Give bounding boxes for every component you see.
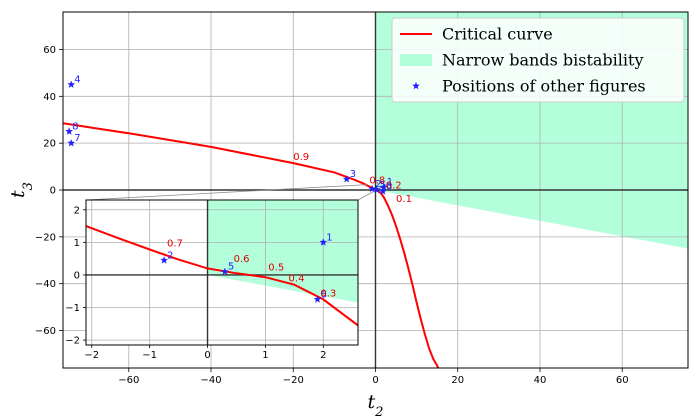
x-tick-label: 0 [372,375,378,386]
inset-x-tick-label: −1 [142,350,157,361]
y-tick-label: −60 [35,326,56,337]
legend-entry-label: Critical curve [442,25,553,44]
inset-point-label: 2 [167,250,173,261]
y-tick-label: 0 [50,186,56,197]
legend-entry-label: Positions of other figures [442,77,646,96]
point-label: 7 [74,133,80,144]
curve-value-label: 0.9 [293,152,309,163]
y-axis-label-subscript: 3 [21,182,36,190]
y-tick-label: 40 [43,92,56,103]
inset-point-label: 1 [326,232,332,243]
point-label: 4 [74,75,80,86]
inset-x-tick-label: 1 [262,350,268,361]
inset-connector [85,184,367,201]
curve-value-label: 0.2 [386,180,402,191]
y-tick-label: 20 [43,139,56,150]
curve-value-label: 0.1 [396,194,412,205]
legend-box [391,17,685,103]
x-axis-label-subscript: 2 [374,405,383,420]
point-marker [65,127,74,135]
legend-patch-swatch [400,54,432,66]
x-tick-label: 60 [616,375,629,386]
inset-x-tick-label: 2 [320,350,326,361]
inset-curve-value-label: 0.5 [268,262,284,273]
inset-y-tick-label: −1 [65,303,80,314]
legend: Critical curve Narrow bands bistability Po… [391,17,685,103]
y-tick-label: −40 [35,279,56,290]
x-tick-label: 40 [534,375,547,386]
y-tick-label: 60 [43,45,56,56]
y-axis-label: t3 [7,182,36,198]
point-marker [160,256,169,264]
inset-curve-value-label: 0.4 [289,274,305,285]
critical-curve [63,122,440,368]
x-tick-label: 20 [451,375,464,386]
curve-value-label: 0.8 [369,175,385,186]
y-tick-label: −20 [35,232,56,243]
point-marker [67,80,76,88]
x-tick-label: −40 [200,375,221,386]
point-label: 8 [72,121,78,132]
inset-frame [85,199,359,346]
point-label: 3 [350,169,356,180]
inset-bistability-region [207,200,358,303]
inset-x-tick-label: −2 [84,350,99,361]
inset-y-tick-label: 2 [74,205,80,216]
inset-y-tick-label: 0 [74,270,80,281]
point-label: 5 [380,180,386,191]
point-marker [220,267,229,276]
inset-curve-value-label: 0.3 [320,288,336,299]
point-label: 6 [386,181,392,192]
x-tick-label: −60 [118,375,139,386]
point-marker [379,183,388,191]
legend-entry-label: Narrow bands bistability [442,51,643,70]
inset-point-label: 6 [320,289,326,300]
inset-y-tick-label: 1 [74,238,80,249]
point-marker [368,184,377,193]
point-label: 1 [387,177,393,188]
point-marker [372,185,381,194]
point-marker [378,187,387,195]
point-label: 2 [375,179,381,190]
x-tick-label: −20 [283,375,304,386]
point-marker [67,139,76,147]
inset-curve-value-label: 0.7 [167,239,183,250]
point-marker [319,238,328,246]
inset-point-label: 5 [228,262,234,273]
point-marker [412,81,420,90]
point-marker [313,295,322,303]
point-marker [342,175,351,183]
inset-x-tick-label: 0 [204,350,210,361]
inset: 1 2 5 6 0.7 0.6 0.5 0.4 0.3 −2 −1 0 1 2 −2 −1 0 1 2 [65,199,359,361]
inset-y-tick-label: −2 [65,336,80,347]
x-axis-label: t2 [368,391,384,420]
inset-curve-value-label: 0.6 [234,254,250,265]
